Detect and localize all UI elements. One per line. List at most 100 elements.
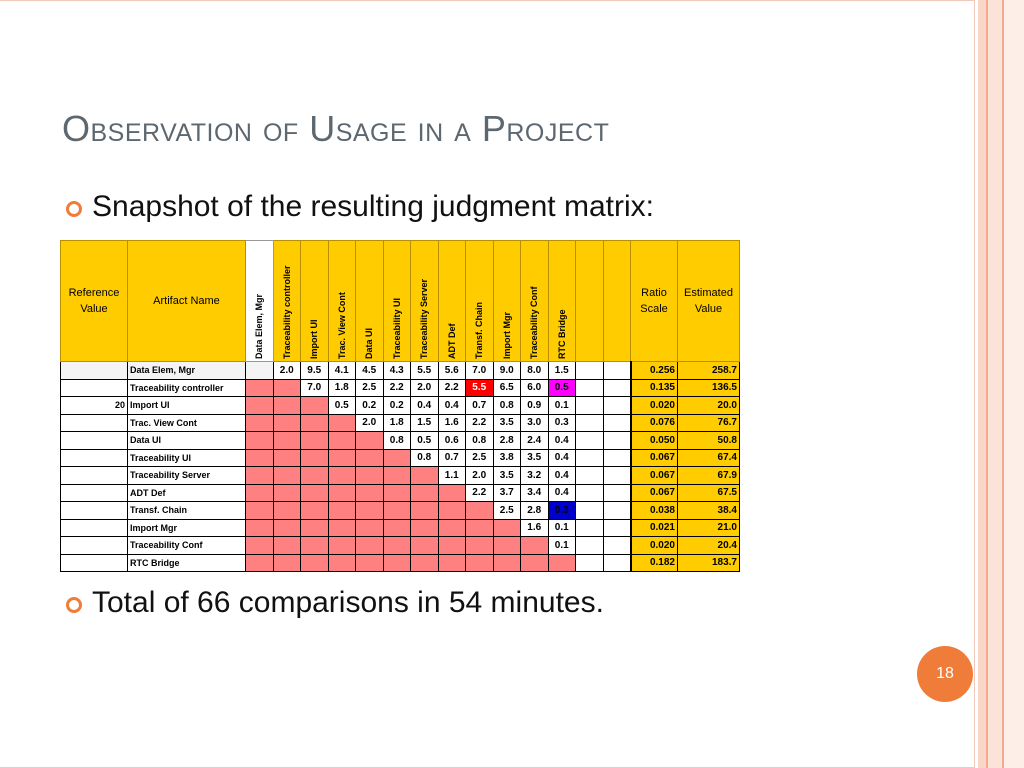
comparison-value-cell: 2.2: [465, 483, 494, 502]
reference-value-cell: [60, 518, 128, 537]
comparison-value-cell: 1.1: [437, 466, 466, 485]
comparison-value-cell: 0.3: [547, 501, 576, 520]
spacer-cell: [575, 361, 604, 380]
comparison-value-cell: 7.0: [465, 361, 494, 380]
comparison-value-cell: 3.5: [520, 448, 549, 467]
estimated-value-cell: 38.4: [677, 501, 740, 520]
comparison-value-cell: 0.8: [410, 448, 439, 467]
comparison-value-cell: 0.7: [437, 448, 466, 467]
lower-triangle-cell: [300, 501, 329, 520]
ratio-scale-cell: 0.038: [630, 501, 678, 520]
comparison-value-cell: 3.5: [492, 413, 521, 432]
comparison-value-cell: 2.4: [520, 431, 549, 450]
lower-triangle-cell: [492, 536, 521, 555]
estimated-value-cell: 258.7: [677, 361, 740, 380]
artifact-name-cell: Import UI: [127, 396, 246, 415]
diagonal-cell: [492, 518, 521, 537]
artifact-name-cell: RTC Bridge: [127, 553, 246, 572]
artifact-name-cell: Import Mgr: [127, 518, 246, 537]
estimated-value-cell: 20.4: [677, 536, 740, 555]
comparison-value-cell: 8.0: [520, 361, 549, 380]
artifact-name-cell: Trac. View Cont: [127, 413, 246, 432]
lower-triangle-cell: [272, 553, 301, 572]
comparison-value-cell: 0.8: [382, 431, 411, 450]
spacer-cell: [602, 553, 632, 572]
column-header: ADT Def: [437, 240, 466, 362]
lower-triangle-cell: [327, 536, 356, 555]
column-header-label: Traceability UI: [391, 297, 402, 359]
lower-triangle-cell: [272, 483, 301, 502]
diagonal-cell: [355, 431, 384, 450]
column-header-label: RTC Bridge: [556, 309, 567, 360]
reference-value-cell: [60, 501, 128, 520]
comparison-value-cell: 0.4: [547, 431, 576, 450]
lower-triangle-cell: [382, 466, 411, 485]
comparison-value-cell: 1.8: [327, 378, 356, 397]
lower-triangle-cell: [327, 518, 356, 537]
comparison-value-cell: 1.6: [437, 413, 466, 432]
lower-triangle-cell: [245, 518, 274, 537]
ratio-scale-cell: 0.020: [630, 396, 678, 415]
lower-triangle-cell: [272, 448, 301, 467]
spacer-cell: [575, 378, 604, 397]
reference-value-cell: [60, 553, 128, 572]
lower-triangle-cell: [272, 431, 301, 450]
spacer-cell: [575, 483, 604, 502]
lower-triangle-cell: [492, 553, 521, 572]
reference-value-cell: [60, 378, 128, 397]
artifact-name-cell: Traceability UI: [127, 448, 246, 467]
reference-value-cell: [60, 413, 128, 432]
estimated-value-cell: 20.0: [677, 396, 740, 415]
comparison-value-cell: 0.4: [547, 483, 576, 502]
estimated-value-cell: 67.4: [677, 448, 740, 467]
comparison-value-cell: 4.1: [327, 361, 356, 380]
diagonal-cell: [272, 378, 301, 397]
table-row: Trac. View Cont 2.0 1.8 1.5 1.6 2.2 3.5 3.0 0.3 0…: [60, 413, 740, 432]
comparison-value-cell: 0.7: [465, 396, 494, 415]
comparison-value-cell: 1.5: [547, 361, 576, 380]
artifact-name-cell: Traceability Server: [127, 466, 246, 485]
header-artifact-name: Artifact Name: [127, 240, 246, 362]
comparison-value-cell: 0.8: [492, 396, 521, 415]
column-header: Transf. Chain: [465, 240, 494, 362]
reference-value-cell: [60, 431, 128, 450]
header-ratio-scale: Ratio Scale: [630, 240, 678, 362]
comparison-value-cell: 3.5: [492, 466, 521, 485]
comparison-value-cell: 0.8: [465, 431, 494, 450]
comparison-value-cell: 2.8: [520, 501, 549, 520]
spacer-cell: [575, 448, 604, 467]
comparison-value-cell: 0.3: [547, 413, 576, 432]
comparison-value-cell: 5.6: [437, 361, 466, 380]
lower-triangle-cell: [465, 553, 494, 572]
comparison-value-cell: 2.2: [437, 378, 466, 397]
decorative-stripes: [978, 0, 1024, 768]
lower-triangle-cell: [355, 518, 384, 537]
comparison-value-cell: 0.4: [547, 448, 576, 467]
comparison-value-cell: 4.3: [382, 361, 411, 380]
estimated-value-cell: 67.9: [677, 466, 740, 485]
lower-triangle-cell: [245, 378, 274, 397]
comparison-value-cell: 2.5: [492, 501, 521, 520]
lower-triangle-cell: [245, 413, 274, 432]
lower-triangle-cell: [327, 448, 356, 467]
artifact-name-cell: Data UI: [127, 431, 246, 450]
column-header: Traceability Conf: [520, 240, 549, 362]
comparison-value-cell: 7.0: [300, 378, 329, 397]
spacer-cell: [575, 396, 604, 415]
lower-triangle-cell: [272, 518, 301, 537]
comparison-value-cell: 1.5: [410, 413, 439, 432]
bullet-ring-icon: [66, 597, 82, 613]
comparison-value-cell: 0.1: [547, 518, 576, 537]
comparison-value-cell: 0.6: [437, 431, 466, 450]
lower-triangle-cell: [437, 518, 466, 537]
table-row: Transf. Chain 2.5 2.8 0.3 0.038 38.4: [60, 501, 740, 520]
lower-triangle-cell: [245, 483, 274, 502]
comparison-value-cell: 0.1: [547, 536, 576, 555]
lower-triangle-cell: [300, 448, 329, 467]
spacer-cell: [575, 466, 604, 485]
spacer-cell: [575, 501, 604, 520]
bullet-text: Snapshot of the resulting judgment matri…: [92, 190, 654, 223]
comparison-value-cell: 0.4: [410, 396, 439, 415]
column-header-label: Transf. Chain: [474, 301, 485, 359]
column-header: Trac. View Cont: [327, 240, 356, 362]
